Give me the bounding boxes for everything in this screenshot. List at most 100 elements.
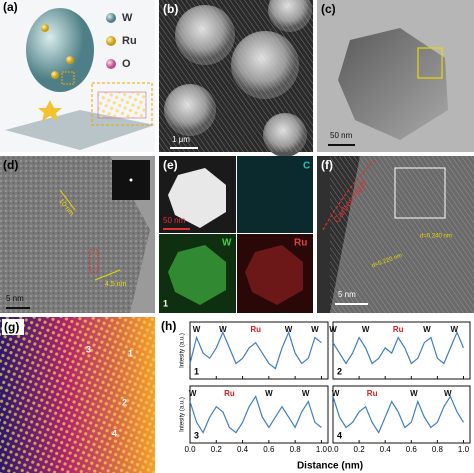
panel-b: (b) 1 μm	[159, 0, 313, 157]
x-tick-label: 0.0	[327, 445, 339, 454]
marker: 1	[128, 348, 133, 358]
panel-label: (f)	[321, 158, 333, 172]
panel-label: (h)	[161, 319, 176, 333]
atom	[41, 24, 49, 32]
scale-label: 50 nm	[163, 216, 186, 225]
scale-label: 1 μm	[172, 135, 190, 144]
annotation: W	[362, 325, 370, 334]
annotation: Ru	[367, 389, 378, 398]
map-label: W	[222, 238, 232, 249]
map-label: C	[303, 161, 310, 172]
lattice	[97, 91, 147, 119]
annotation: W	[189, 389, 197, 398]
annotation: W	[451, 325, 459, 334]
scale-label: 5 nm	[6, 294, 24, 303]
panel-label: (e)	[163, 158, 178, 172]
index-label: 1	[163, 298, 168, 308]
annotation: W	[444, 389, 452, 398]
map-blob	[168, 245, 226, 305]
panel-h: (h) Distance (nm)	[161, 319, 363, 471]
label-bg	[2, 319, 24, 335]
annotation: W	[219, 325, 227, 334]
annotation: W	[265, 389, 273, 398]
annotation: W	[423, 325, 431, 334]
zoom-box	[417, 47, 443, 79]
lattice	[0, 317, 155, 473]
annotation: W	[193, 325, 201, 334]
x-tick-label: 0.2	[354, 445, 366, 454]
line-series	[332, 395, 465, 434]
line-series	[189, 395, 322, 434]
panel-a: (a) W Ru O	[0, 0, 155, 152]
plot-frame	[332, 321, 471, 380]
panel-f: Carbon layer d=0.240 nm d=0.220 nm (f) 5…	[317, 156, 474, 313]
legend-swatch	[106, 36, 116, 46]
texture	[159, 0, 313, 152]
x-tick-label: 0.0	[184, 445, 196, 454]
x-axis-label: Distance (nm)	[297, 461, 363, 472]
x-tick-label: 0.6	[406, 445, 418, 454]
plot-index: 1	[194, 366, 199, 376]
fft-spot	[129, 178, 133, 182]
plot-frame	[332, 385, 471, 444]
annotation: W	[302, 389, 310, 398]
plot-frame	[189, 385, 329, 444]
panel-c: (c) 50 nm	[317, 0, 474, 152]
plot-frame	[189, 321, 329, 380]
x-tick-label: 0.6	[263, 445, 275, 454]
legend-label: Ru	[122, 35, 137, 47]
plot-index: 2	[337, 366, 342, 376]
scale-label: 50 nm	[330, 131, 353, 140]
zoom-box	[89, 249, 99, 273]
x-tick-label: 0.4	[237, 445, 249, 454]
spacing-label: d=0.240 nm	[420, 234, 452, 240]
marker: 2	[122, 397, 127, 407]
marker: 4	[112, 428, 117, 438]
plot-index: 4	[337, 430, 342, 440]
panel-label: (b)	[163, 2, 178, 16]
line-series	[332, 330, 465, 365]
annotation: W	[311, 325, 319, 334]
atom	[51, 71, 59, 79]
y-axis-label: Intesity (a.u.)	[180, 333, 186, 368]
zoom-box	[394, 167, 446, 219]
legend-swatch	[106, 59, 116, 69]
zoom-box	[91, 82, 153, 126]
x-tick-label: 0.2	[211, 445, 223, 454]
annotation: Ru	[250, 325, 261, 334]
annotation: W	[332, 389, 340, 398]
y-axis-label: Intesity (a.u.)	[180, 397, 186, 432]
measurement: 4.5 nm	[105, 281, 127, 288]
panel-d: 10 nm 4.5 nm (d) 5 nm	[0, 156, 155, 313]
scale-label: 5 nm	[338, 290, 356, 299]
particle	[168, 168, 226, 228]
panel-g: (g) 1 2 3 4	[0, 317, 155, 473]
legend-label: O	[122, 58, 131, 70]
line-series	[189, 330, 322, 370]
map-label: Ru	[294, 238, 307, 249]
sphere-cluster	[26, 8, 94, 92]
marker: 3	[86, 344, 91, 354]
x-tick-label: 0.8	[290, 445, 302, 454]
fringes	[330, 156, 474, 313]
panel-label: (d)	[3, 158, 18, 172]
panel-label: (a)	[3, 0, 18, 14]
plot-index: 3	[194, 430, 199, 440]
zoom-box	[61, 71, 75, 85]
panel-e: (e) 50 nm C W Ru 1	[159, 156, 313, 313]
panel-label: (g)	[4, 320, 19, 334]
map-c	[237, 156, 313, 233]
annotation: W	[410, 389, 418, 398]
x-tick-label: 0.8	[432, 445, 444, 454]
legend-label: W	[122, 12, 133, 24]
annotation: Ru	[224, 389, 235, 398]
annotation: W	[329, 325, 337, 334]
measure-line	[94, 269, 121, 281]
particle	[338, 28, 448, 140]
star	[38, 100, 62, 121]
annotation: Ru	[393, 325, 404, 334]
panel-label: (c)	[321, 2, 336, 16]
map-blob	[245, 245, 303, 305]
annotation: W	[285, 325, 293, 334]
